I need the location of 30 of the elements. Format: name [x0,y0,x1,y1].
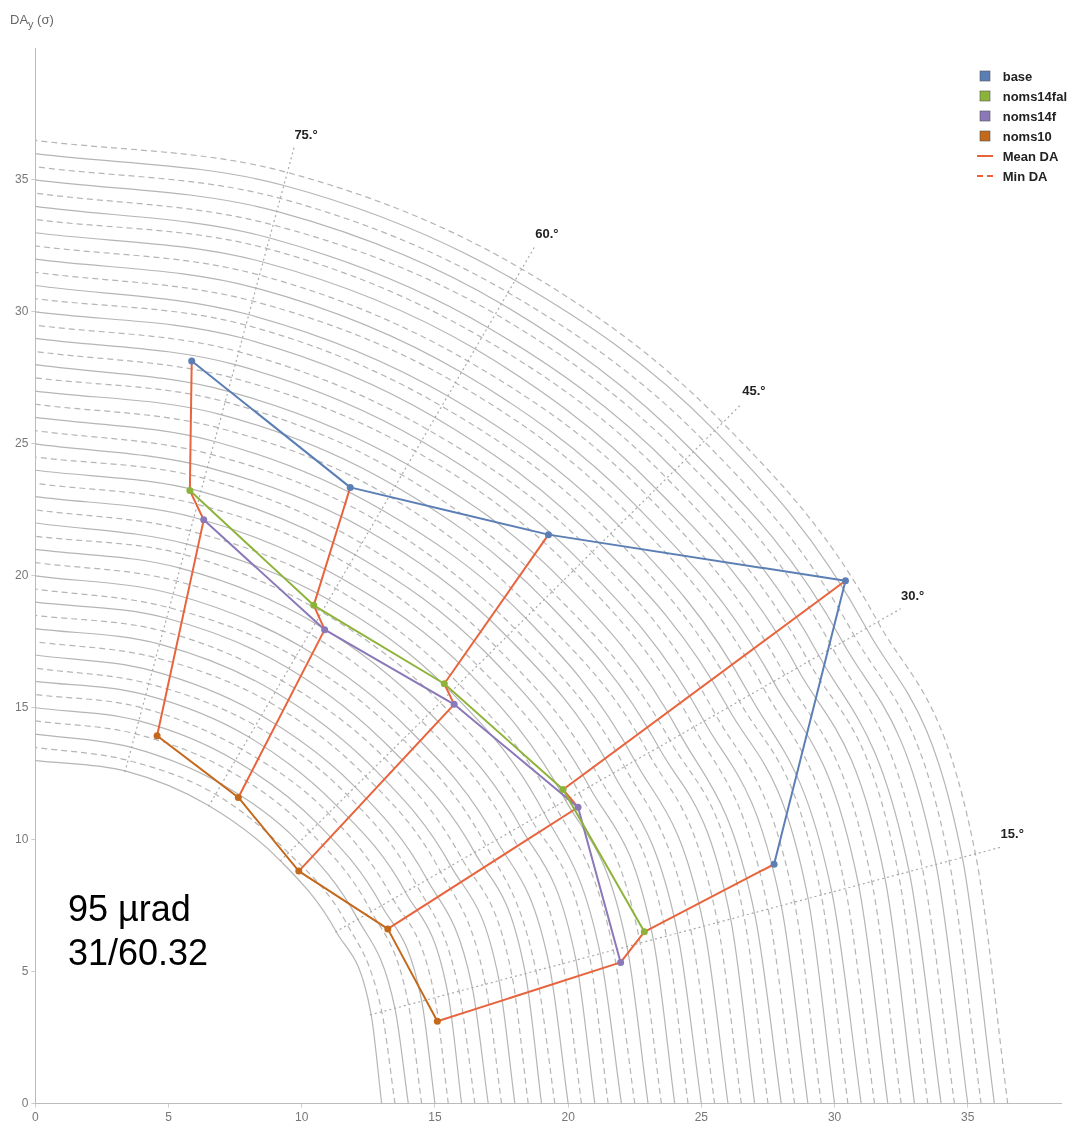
x-tick-label: 20 [561,1110,576,1125]
y-axis-title: DA$_{y}$ (σ) [10,12,54,30]
y-tick-label: 25 [14,436,29,451]
x-tick-label: 35 [961,1110,975,1125]
legend-label: Mean DA [1002,148,1059,164]
y-tick-label: 15 [14,700,29,715]
legend-label: noms14fal [1002,88,1067,104]
x-tick-label: 10 [295,1110,309,1125]
y-tick-label: 30 [14,304,29,319]
x-tick-label: 5 [165,1110,173,1125]
annotation: 45.° [742,382,766,398]
legend-label: noms10 [1002,128,1052,144]
annotation: 60.° [535,225,559,241]
annotation: 15.° [1000,826,1024,842]
legend-label: base [1002,68,1033,84]
annotation: 30.° [900,587,925,603]
y-tick-label: 5 [21,963,29,978]
y-tick-label: 0 [21,1095,29,1110]
annotation: 31/60.32 [68,932,209,974]
annotation: 95 µrad [68,888,191,930]
y-tick-label: 20 [14,568,29,583]
x-tick-label: 30 [827,1110,842,1125]
legend-label: Min DA [1002,168,1048,184]
y-tick-label: 35 [14,172,29,187]
legend-label: noms14f [1002,108,1057,124]
x-tick-label: 25 [694,1110,709,1125]
x-tick-label: 15 [428,1110,442,1125]
annotation: 75.° [294,126,318,142]
y-tick-label: 10 [14,832,29,847]
x-tick-label: 0 [32,1110,39,1125]
